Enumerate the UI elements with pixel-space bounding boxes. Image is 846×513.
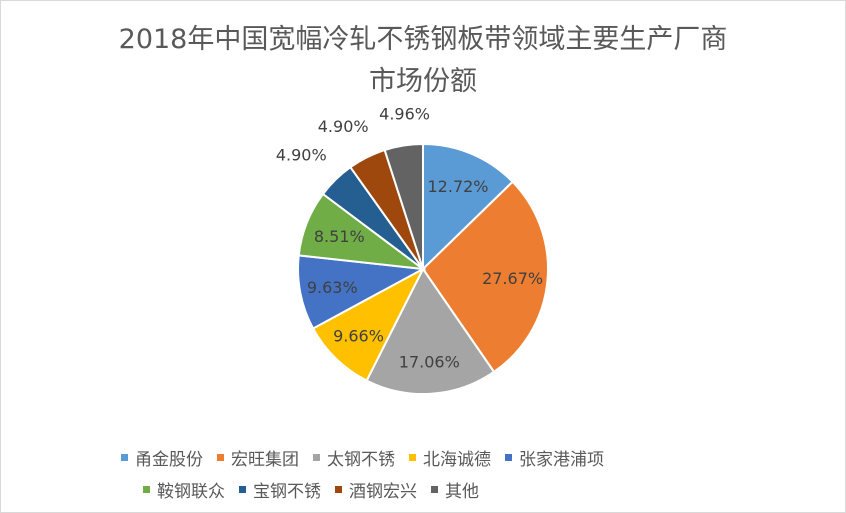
legend-swatch: [143, 485, 150, 493]
chart-title-line-1: 2018年中国宽幅冷轧不锈钢板带领域主要生产厂商: [118, 24, 728, 55]
pie-slice-2: [421, 180, 549, 374]
legend-label: 宏旺集团: [231, 449, 299, 470]
legend-label: 其他: [445, 481, 479, 502]
pie-slices: [297, 142, 549, 395]
legend-item-7: 宝钢不锈: [239, 477, 321, 502]
chart-title: 2018年中国宽幅冷轧不锈钢板带领域主要生产厂商 市场份额: [1, 19, 845, 103]
pie-slice-9: [383, 142, 424, 270]
legend: 甬金股份 宏旺集团 太钢不锈 北海诚德 张家港浦项 鞍钢联众 宝钢不锈 酒钢宏兴 其他: [121, 441, 741, 505]
data-label-2: 27.67%: [482, 269, 543, 288]
legend-label: 北海诚德: [423, 449, 491, 470]
legend-swatch: [505, 453, 512, 461]
legend-label: 张家港浦项: [519, 449, 604, 470]
data-label-9: 4.96%: [379, 104, 430, 123]
pie-data-labels: 12.72% 27.67% 17.06% 9.66% 9.63% 8.51% 4.90% 4.…: [276, 104, 543, 371]
legend-row: 鞍钢联众 宝钢不锈 酒钢宏兴 其他: [121, 473, 741, 505]
pie-slice-5: [297, 254, 427, 330]
legend-label: 宝钢不锈: [253, 481, 321, 502]
legend-swatch: [239, 485, 246, 493]
legend-swatch: [313, 453, 320, 461]
pie-slice-1: [422, 142, 515, 272]
legend-label: 甬金股份: [135, 449, 203, 470]
data-label-5: 9.63%: [307, 278, 358, 297]
legend-label: 太钢不锈: [327, 449, 395, 470]
legend-item-2: 宏旺集团: [217, 445, 299, 470]
legend-swatch: [335, 485, 342, 493]
legend-swatch: [217, 453, 224, 461]
legend-swatch: [121, 453, 128, 461]
legend-item-6: 鞍钢联众: [143, 477, 225, 502]
legend-item-1: 甬金股份: [121, 445, 203, 470]
pie-slice-3: [365, 267, 496, 395]
legend-swatch: [431, 485, 438, 493]
legend-swatch: [409, 453, 416, 461]
pie-slice-4: [311, 266, 426, 382]
data-label-7: 4.90%: [276, 146, 327, 165]
legend-item-8: 酒钢宏兴: [335, 477, 417, 502]
data-label-8: 4.90%: [318, 117, 369, 136]
legend-row: 甬金股份 宏旺集团 太钢不锈 北海诚德 张家港浦项: [121, 441, 741, 473]
legend-item-5: 张家港浦项: [505, 445, 604, 470]
legend-item-3: 太钢不锈: [313, 445, 395, 470]
legend-label: 酒钢宏兴: [349, 481, 417, 502]
data-label-6: 8.51%: [314, 227, 365, 246]
data-label-3: 17.06%: [399, 352, 460, 371]
data-label-1: 12.72%: [428, 177, 489, 196]
data-label-4: 9.66%: [333, 326, 384, 345]
legend-item-4: 北海诚德: [409, 445, 491, 470]
legend-label: 鞍钢联众: [157, 481, 225, 502]
legend-item-9: 其他: [431, 477, 479, 502]
chart-title-line-2: 市场份额: [369, 66, 477, 97]
